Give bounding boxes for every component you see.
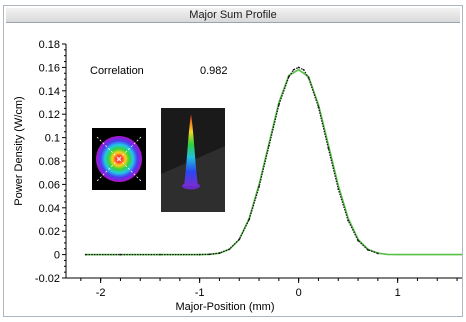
measured-point <box>337 188 340 190</box>
measured-point <box>248 218 251 221</box>
measured-point <box>292 68 295 71</box>
y-tick-label: 0.06 <box>39 179 60 191</box>
y-tick-label: 0.08 <box>39 156 60 168</box>
y-tick-label: 0.12 <box>39 109 60 121</box>
x-axis-label: Major-Position (mm) <box>175 301 274 313</box>
measured-point <box>268 144 270 147</box>
measured-point <box>287 75 290 78</box>
correlation-label: Correlation <box>90 65 144 77</box>
measured-point <box>376 252 379 255</box>
measured-point <box>367 249 369 251</box>
y-tick-label: 0.14 <box>39 86 60 98</box>
correlation-value: 0.982 <box>200 65 228 77</box>
measured-point <box>159 253 161 256</box>
y-tick-label: 0.16 <box>39 62 60 74</box>
measured-point <box>218 252 221 254</box>
y-axis-label: Power Density (W/cm) <box>13 96 25 205</box>
measured-point <box>357 239 359 242</box>
measured-point <box>258 185 260 188</box>
chart: -0.02 0 0.02 0.04 0.06 0.08 0.1 0.12 0.14 0.16 0.1… <box>13 39 462 313</box>
measured-point <box>84 253 87 256</box>
y-tick-label: 0.04 <box>39 203 60 215</box>
measured-point <box>307 77 310 79</box>
measured-point <box>302 68 305 71</box>
measured-point <box>347 219 350 222</box>
measured-point <box>119 253 122 256</box>
beam-2d-heatmap-icon <box>92 128 146 190</box>
measured-point <box>317 106 320 109</box>
measured-point <box>198 253 201 256</box>
x-tick-label: -2 <box>96 287 106 299</box>
y-tick-label: 0.02 <box>39 226 60 238</box>
measured-point <box>228 248 231 251</box>
chart-area: -0.02 0 0.02 0.04 0.06 0.08 0.1 0.12 0.14 0.16 0.1… <box>4 24 462 316</box>
profile-panel: Major Sum Profile <box>3 5 463 317</box>
measured-point <box>277 103 280 106</box>
x-tick-label: 1 <box>395 287 401 299</box>
x-tick-label: 0 <box>296 287 302 299</box>
measured-point <box>238 238 241 241</box>
y-tick-label: 0.18 <box>39 39 60 51</box>
y-tick-label: 0 <box>54 250 60 262</box>
y-tick-label: -0.02 <box>35 273 60 285</box>
measured-point <box>327 147 330 150</box>
measured-point <box>208 253 211 256</box>
measured-point <box>297 66 300 69</box>
y-tick-label: 0.1 <box>45 133 60 145</box>
x-tick-label: -1 <box>195 287 205 299</box>
panel-title: Major Sum Profile <box>6 8 460 23</box>
measured-curve <box>85 66 379 256</box>
beam-3d-profile-icon <box>161 108 225 212</box>
